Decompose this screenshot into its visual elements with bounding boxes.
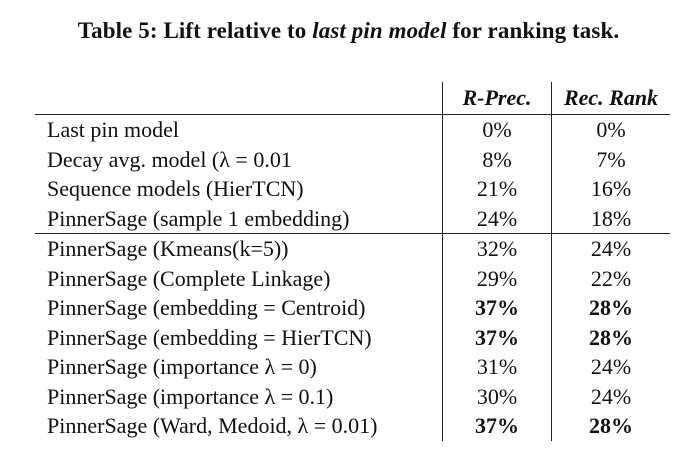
- row-name: PinnerSage (importance λ = 0): [47, 354, 317, 379]
- row-rec-rank: 22%: [551, 263, 670, 293]
- table-row: Sequence models (HierTCN) 21% 16%: [35, 174, 670, 204]
- table-row: PinnerSage (Kmeans(k=5)) 32% 24%: [35, 233, 670, 264]
- row-rec-rank: 24%: [551, 233, 670, 264]
- row-name: Decay avg. model (λ = 0.01: [47, 146, 292, 172]
- table-row: Last pin model 0% 0%: [35, 114, 670, 145]
- row-r-prec: 29%: [442, 263, 552, 293]
- row-name: PinnerSage (Kmeans(k=5)): [47, 236, 289, 261]
- row-name: Sequence models (HierTCN): [47, 176, 304, 201]
- row-name: PinnerSage (importance λ = 0.1): [47, 383, 334, 409]
- table-row: PinnerSage (embedding = Centroid) 37% 28…: [35, 293, 670, 323]
- table-caption: Table 5: Lift relative to last pin model…: [0, 18, 697, 44]
- row-r-prec: 37%: [442, 322, 552, 352]
- results-table: R-Prec. Rec. Rank Last pin model 0% 0% D…: [35, 82, 670, 441]
- table-row: PinnerSage (importance λ = 0.1) 30% 24%: [35, 381, 670, 411]
- header-r-prec: R-Prec.: [442, 82, 552, 115]
- row-name: PinnerSage (sample 1 embedding): [47, 205, 350, 231]
- table-row: PinnerSage (sample 1 embedding) 24% 18%: [35, 203, 670, 234]
- row-r-prec: 21%: [442, 174, 552, 204]
- caption-prefix: Table 5: Lift relative to: [77, 18, 313, 43]
- row-rec-rank: 16%: [551, 174, 670, 204]
- row-rec-rank: 28%: [551, 322, 670, 352]
- row-rec-rank: 28%: [551, 293, 670, 323]
- row-rec-rank: 24%: [551, 352, 670, 382]
- table-row: PinnerSage (Ward, Medoid, λ = 0.01) 37% …: [35, 411, 670, 441]
- row-r-prec: 32%: [442, 233, 552, 264]
- caption-suffix: for ranking task.: [446, 18, 620, 43]
- row-rec-rank: 0%: [551, 114, 670, 145]
- row-r-prec: 37%: [442, 293, 552, 323]
- header-method: [35, 82, 443, 115]
- row-r-prec: 31%: [442, 352, 552, 382]
- caption-italic: last pin model: [312, 18, 447, 43]
- row-r-prec: 37%: [442, 411, 552, 441]
- row-name: PinnerSage (embedding = HierTCN): [47, 324, 372, 350]
- row-r-prec: 8%: [442, 144, 552, 174]
- row-name: PinnerSage (Ward, Medoid, λ = 0.01): [47, 413, 378, 438]
- row-rec-rank: 18%: [551, 203, 670, 234]
- row-rec-rank: 24%: [551, 381, 670, 411]
- row-rec-rank: 7%: [551, 144, 670, 174]
- row-r-prec: 30%: [442, 381, 552, 411]
- table-row: PinnerSage (importance λ = 0) 31% 24%: [35, 352, 670, 382]
- table-row: PinnerSage (Complete Linkage) 29% 22%: [35, 263, 670, 293]
- row-r-prec: 0%: [442, 114, 552, 145]
- row-name: PinnerSage (Complete Linkage): [47, 265, 331, 291]
- table-row: Decay avg. model (λ = 0.01 8% 7%: [35, 144, 670, 174]
- row-r-prec: 24%: [442, 203, 552, 234]
- header-rec-rank: Rec. Rank: [551, 82, 670, 115]
- row-name: PinnerSage (embedding = Centroid): [47, 295, 366, 320]
- table-header-row: R-Prec. Rec. Rank: [35, 82, 670, 115]
- row-name: Last pin model: [47, 117, 179, 142]
- table-row: PinnerSage (embedding = HierTCN) 37% 28%: [35, 322, 670, 352]
- row-rec-rank: 28%: [551, 411, 670, 441]
